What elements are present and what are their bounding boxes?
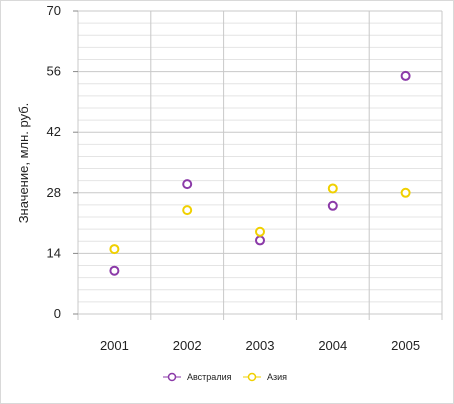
legend-label: Азия — [267, 372, 287, 382]
y-tick-label: 56 — [47, 64, 61, 79]
y-tick-labels: 0 14 28 42 56 70 — [47, 3, 61, 321]
y-tick-label: 42 — [47, 124, 61, 139]
data-point-1[interactable] — [182, 179, 193, 190]
y-tick-label: 14 — [47, 245, 61, 260]
y-axis-title: Значение, млн. руб. — [16, 103, 31, 224]
legend-marker — [247, 372, 257, 382]
y-tick-label: 0 — [54, 306, 61, 321]
x-tick-labels: 2001 2002 2003 2004 2005 — [100, 338, 420, 353]
data-point-2[interactable] — [109, 244, 120, 255]
legend-marker — [167, 372, 177, 382]
x-tick-label: 2001 — [100, 338, 129, 353]
data-point-1[interactable] — [327, 200, 338, 211]
legend-item[interactable]: Австралия — [163, 372, 232, 382]
data-point-2[interactable] — [182, 205, 193, 216]
x-tick-label: 2003 — [246, 338, 275, 353]
data-point-2[interactable] — [400, 187, 411, 198]
y-tick-label: 28 — [47, 185, 61, 200]
x-tick-label: 2005 — [391, 338, 420, 353]
data-points — [109, 70, 411, 276]
data-point-2[interactable] — [255, 226, 265, 237]
x-tick-label: 2004 — [318, 338, 347, 353]
legend-label: Австралия — [187, 372, 232, 382]
legend[interactable]: Австралия Азия — [163, 372, 287, 382]
x-tick-label: 2002 — [173, 338, 202, 353]
grid — [77, 10, 443, 320]
data-point-1[interactable] — [255, 235, 265, 246]
data-point-1[interactable] — [109, 265, 120, 276]
y-tick-label: 70 — [47, 3, 61, 18]
data-point-1[interactable] — [400, 70, 411, 81]
legend-item[interactable]: Азия — [243, 372, 287, 382]
data-point-2[interactable] — [327, 183, 338, 194]
axes — [73, 10, 78, 315]
